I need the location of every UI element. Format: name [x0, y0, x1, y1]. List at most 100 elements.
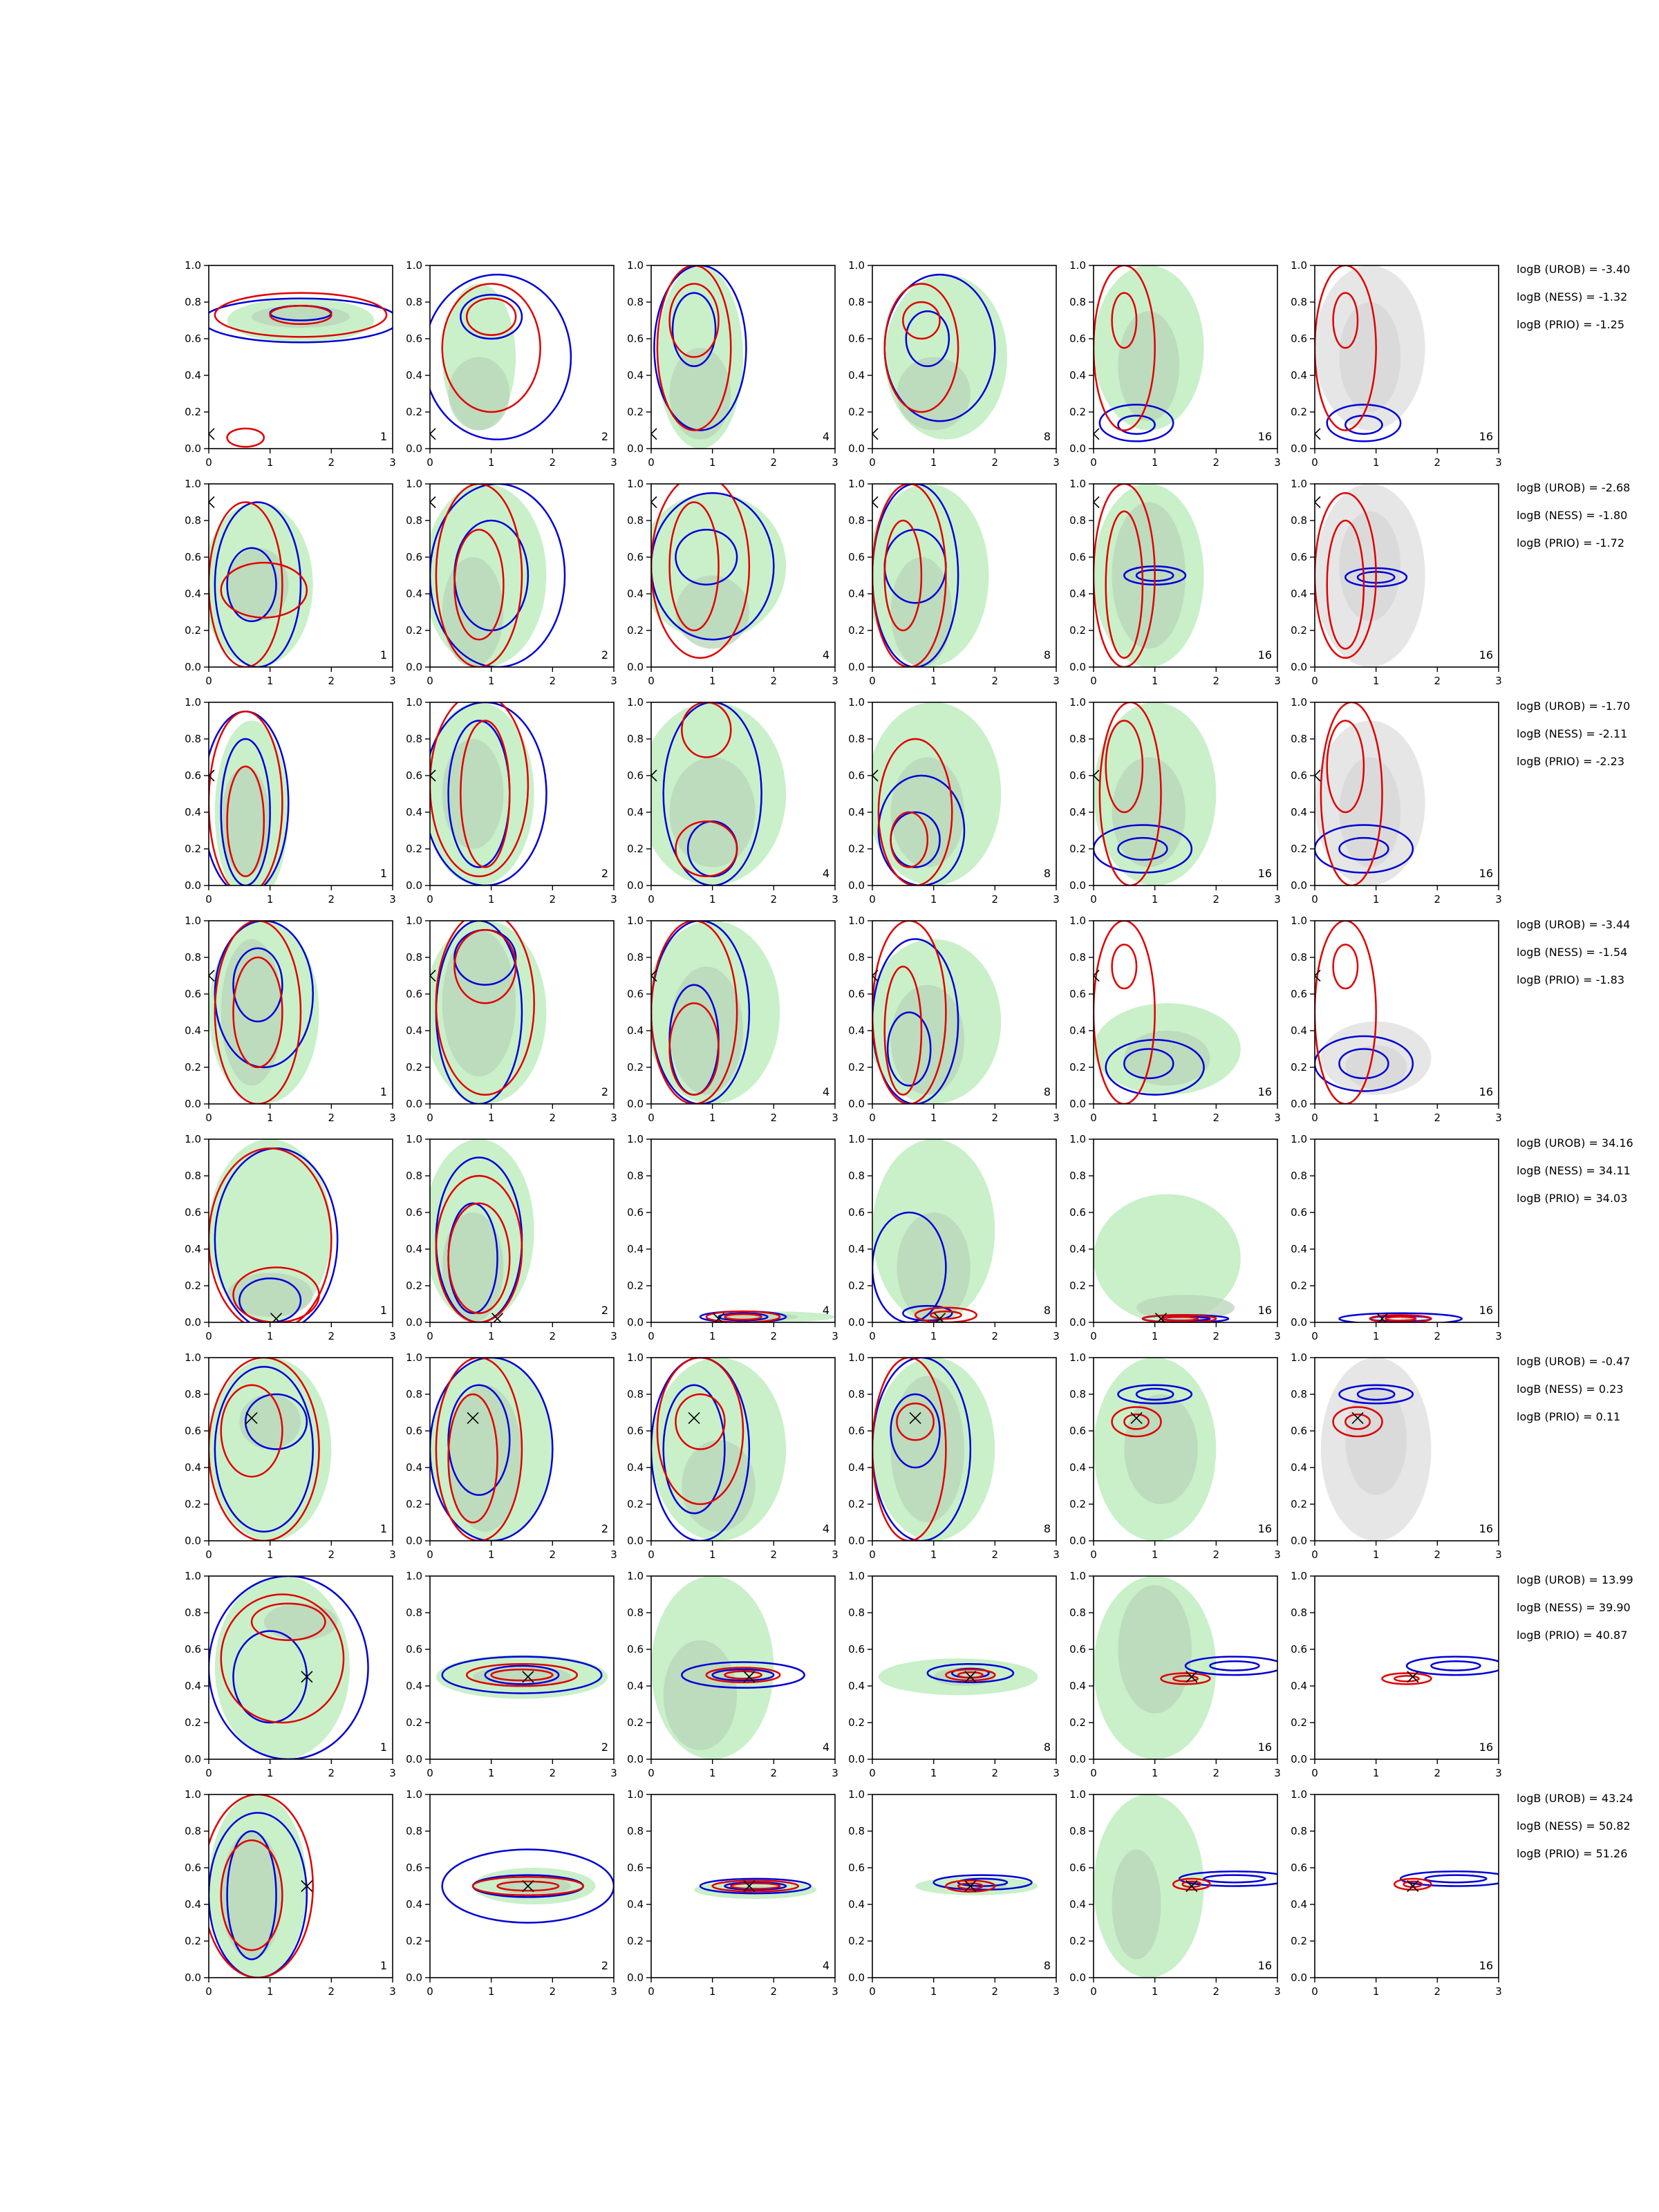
x-tick-label: 3: [1053, 893, 1060, 906]
y-tick-label: 0.4: [1069, 588, 1086, 600]
x-tick-label: 2: [1213, 1330, 1220, 1342]
density-region-inner: [663, 1640, 738, 1750]
x-tick-label: 3: [1053, 675, 1060, 687]
x-tick-label: 1: [488, 893, 495, 906]
x-tick-label: 2: [328, 675, 335, 687]
y-tick-label: 1.0: [1291, 696, 1307, 709]
y-tick-label: 0.2: [185, 1716, 201, 1729]
y-tick-label: 0.8: [1069, 1606, 1086, 1619]
marker-stroke: [743, 1880, 756, 1893]
y-tick-label: 0.4: [406, 369, 422, 382]
y-tick-label: 0.6: [848, 1643, 865, 1656]
marker-stroke: [209, 975, 215, 982]
marker-stroke: [272, 1313, 283, 1322]
true-value-marker: [872, 428, 879, 440]
panel-plot-area: [1315, 921, 1432, 1104]
panel-plot-area: [209, 711, 290, 885]
y-tick-label: 1.0: [627, 1133, 644, 1145]
y-tick-label: 0.0: [848, 442, 865, 455]
y-tick-label: 0.4: [627, 1461, 644, 1474]
panel-plot-area: [651, 265, 747, 449]
marker-stroke: [1094, 501, 1100, 509]
panel-number-label: 4: [823, 1522, 830, 1535]
panel-number-label: 16: [1479, 430, 1493, 443]
red-contour: [1326, 720, 1365, 814]
y-tick-label: 0.0: [1069, 442, 1086, 455]
x-tick-label: 1: [1373, 893, 1380, 906]
panel-plot-area: [430, 921, 547, 1104]
panel-plot-area: [651, 921, 780, 1104]
red-contour: [1394, 1877, 1432, 1891]
x-tick-label: 0: [1311, 1330, 1318, 1342]
y-tick-label: 1.0: [627, 259, 644, 272]
true-value-marker: [1315, 428, 1321, 440]
y-tick-label: 0.4: [406, 1243, 422, 1255]
panel-number-label: 2: [601, 867, 608, 880]
y-tick-label: 0.4: [185, 369, 201, 382]
marker-stroke: [872, 428, 879, 435]
marker-stroke: [1315, 969, 1321, 977]
bayes-row-4: logB (UROB) = -3.44 logB (NESS) = -1.54 lo…: [1517, 918, 1630, 986]
bayes-label-prio: logB (PRIO) = -1.25: [1517, 318, 1624, 331]
panel-r6-c6: 0 1 2 3 0.0 0.2 0.4 0.6 0.8 1.0 16: [1291, 1351, 1502, 1561]
red-contour: [1094, 921, 1156, 1104]
x-tick-label: 0: [427, 1548, 433, 1561]
marker-stroke: [651, 769, 657, 777]
bayes-label-ness: logB (NESS) = 39.90: [1517, 1601, 1631, 1614]
bayes-label-urob: logB (UROB) = -2.68: [1517, 481, 1630, 494]
axes-frame: [429, 1575, 615, 1760]
panel-number-label: 16: [1479, 1959, 1493, 1972]
marker-stroke: [430, 975, 436, 982]
x-tick-label: 3: [610, 1330, 617, 1342]
y-tick-label: 0.6: [627, 332, 644, 345]
panel-r5-c1: 0 1 2 3 0.0 0.2 0.4 0.6 0.8 1.0 1: [185, 1133, 396, 1342]
y-tick-label: 0.2: [406, 1061, 422, 1074]
marker-stroke: [935, 1313, 946, 1322]
x-tick-label: 0: [869, 893, 876, 906]
red-contour: [226, 427, 265, 448]
true-value-marker: [209, 428, 215, 440]
y-tick-label: 0.0: [848, 1535, 865, 1547]
panel-plot-area: [1094, 1794, 1277, 1978]
y-tick-label: 1.0: [406, 696, 422, 709]
y-tick-label: 1.0: [406, 478, 422, 490]
red-contour: [957, 1671, 984, 1679]
bayes-row-7: logB (UROB) = 13.99 logB (NESS) = 39.90 lo…: [1517, 1573, 1633, 1642]
red-contour: [1111, 292, 1138, 349]
bayes-label-urob: logB (UROB) = 34.16: [1517, 1136, 1633, 1150]
marker-stroke: [1315, 769, 1321, 777]
x-tick-label: 2: [1213, 1767, 1220, 1779]
y-tick-label: 0.2: [1069, 624, 1086, 637]
bayes-row-3: logB (UROB) = -1.70 logB (NESS) = -2.11 lo…: [1517, 700, 1630, 768]
density-region-inner: [890, 984, 965, 1095]
density-region-inner: [1403, 1318, 1410, 1320]
bayes-label-urob: logB (UROB) = -0.47: [1517, 1355, 1630, 1368]
x-tick-label: 1: [1152, 675, 1159, 687]
blue-contour: [872, 938, 959, 1104]
red-contour: [1320, 702, 1383, 885]
bayes-label-urob: logB (UROB) = -3.44: [1517, 918, 1630, 931]
bayes-row-6: logB (UROB) = -0.47 logB (NESS) = 0.23 log…: [1517, 1355, 1630, 1423]
density-region-inner: [497, 1877, 571, 1895]
panel-r7-c4: 0 1 2 3 0.0 0.2 0.4 0.6 0.8 1.0 8: [848, 1570, 1060, 1779]
true-value-marker: [491, 1313, 504, 1322]
y-tick-label: 0.2: [627, 1061, 644, 1074]
x-tick-label: 1: [1373, 1112, 1380, 1124]
true-value-marker: [1315, 769, 1321, 782]
x-tick-label: 1: [1373, 1548, 1380, 1561]
red-contour: [656, 1358, 744, 1506]
panel-plot-area: [878, 1658, 1038, 1696]
x-tick-label: 0: [648, 1548, 655, 1561]
panel-number-label: 16: [1258, 430, 1272, 443]
y-tick-label: 0.2: [406, 843, 422, 855]
y-tick-label: 0.2: [848, 1716, 865, 1729]
y-tick-label: 0.4: [185, 1680, 201, 1692]
x-tick-label: 1: [1373, 675, 1380, 687]
y-tick-label: 1.0: [185, 1351, 201, 1364]
x-tick-label: 2: [992, 1112, 999, 1124]
panel-plot-area: [1381, 1656, 1499, 1685]
density-region-inner: [442, 739, 504, 849]
x-tick-label: 1: [267, 893, 274, 906]
y-tick-label: 0.6: [1291, 1862, 1307, 1874]
y-tick-label: 0.0: [1069, 661, 1086, 673]
